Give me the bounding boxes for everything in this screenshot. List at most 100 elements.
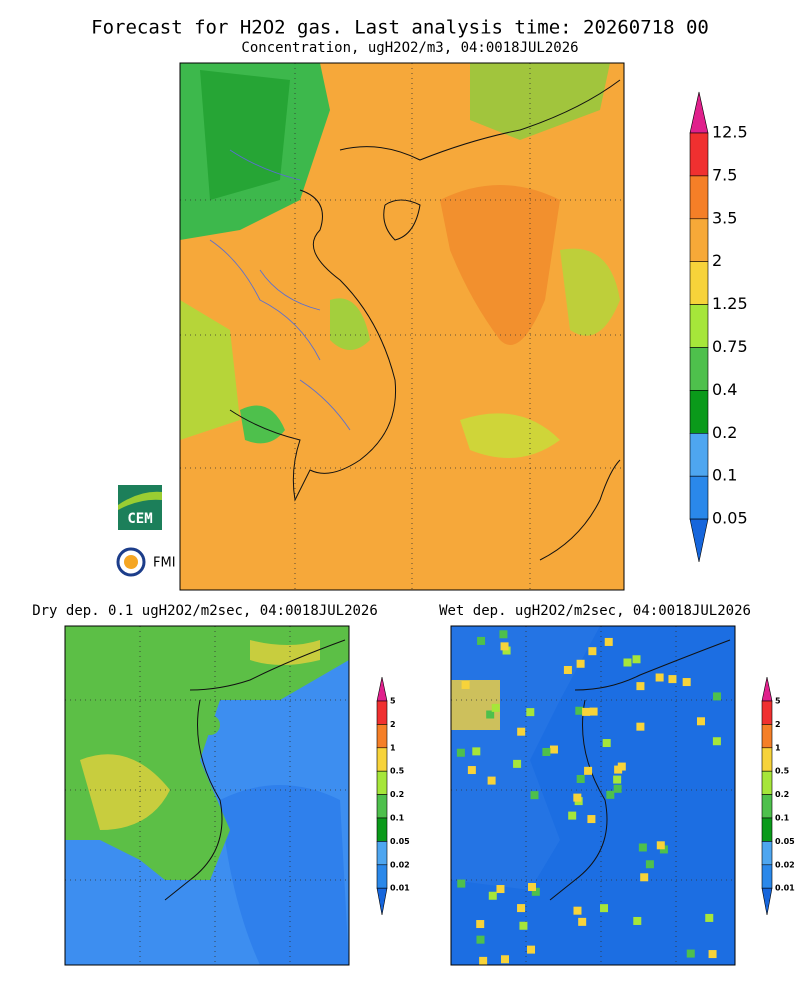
colorbar-segment [761, 770, 773, 795]
colorbar-label: 5 [775, 697, 781, 706]
colorbar-segment [376, 864, 388, 889]
wet-cell [476, 920, 485, 929]
wet-cell [617, 762, 626, 771]
colorbar: 5 2 1 0.5 0.2 0.1 0.05 0.02 0.01 [376, 676, 410, 916]
colorbar-segment [376, 770, 388, 795]
dry-map [65, 626, 349, 965]
wet-cell [686, 949, 695, 958]
colorbar-label: 0.01 [390, 884, 410, 893]
wet-cell [645, 860, 654, 869]
wet-cell [517, 727, 526, 736]
colorbar-label: 1.25 [712, 294, 748, 313]
title: Forecast for H2O2 gas. Last analysis tim… [91, 17, 709, 39]
colorbar-segment [689, 347, 709, 391]
wet-cell [527, 882, 536, 891]
colorbar-segment [689, 390, 709, 434]
wet-cell [576, 659, 585, 668]
wet-cell [636, 682, 645, 691]
colorbar-label: 0.2 [390, 790, 404, 799]
colorbar-segment [761, 700, 773, 725]
wet-cell [527, 945, 536, 954]
wet-cell [636, 722, 645, 731]
wet-cell [633, 916, 642, 925]
colorbar-label: 0.1 [712, 466, 737, 485]
main-map [180, 63, 624, 590]
wet-cell [613, 784, 622, 793]
colorbar-label: 0.4 [712, 380, 737, 399]
colorbar-segment [376, 817, 388, 842]
wet-cell [486, 710, 495, 719]
wet-cell [696, 717, 705, 726]
wet-cell [668, 675, 677, 684]
wet-cell [576, 774, 585, 783]
colorbar-segment [761, 747, 773, 772]
wet-cell [488, 891, 497, 900]
panel-title: Wet dep. ugH2O2/m2sec, 04:0018JUL2026 [439, 603, 751, 619]
wet-cell [461, 680, 470, 689]
wet-cell [479, 956, 488, 965]
map-frame [179, 62, 625, 591]
wet-cell [638, 843, 647, 852]
colorbar-segment [376, 700, 388, 725]
colorbar-segment [761, 841, 773, 866]
wet-cell [659, 845, 668, 854]
colorbar: 5 2 1 0.5 0.2 0.1 0.05 0.02 0.01 [761, 676, 795, 916]
colorbar-segment [376, 841, 388, 866]
wet-cell [457, 879, 466, 888]
colorbar-label: 0.5 [775, 767, 790, 776]
colorbar-segment [761, 817, 773, 842]
wet-cell [573, 906, 582, 915]
colorbar-segment [376, 724, 388, 749]
colorbar-label: 7.5 [712, 165, 737, 184]
colorbar-label: 0.05 [390, 837, 410, 846]
cem-logo: CEM [118, 485, 162, 530]
colorbar-end [376, 676, 388, 702]
colorbar-segment [689, 432, 709, 477]
colorbar-segment [689, 261, 709, 305]
wet-cell [491, 703, 500, 712]
wet-cell [656, 841, 665, 850]
map-frame [450, 625, 736, 966]
wet-cell [578, 917, 587, 926]
wet-cell [640, 873, 649, 882]
colorbar-end [689, 91, 709, 134]
colorbar-end [761, 676, 773, 702]
wet-cell [589, 707, 598, 716]
wet-cell [526, 708, 535, 717]
colorbar-label: 0.02 [390, 860, 410, 869]
colorbar-segment [761, 794, 773, 819]
wet-cell [476, 935, 485, 944]
wet-cell [502, 646, 511, 655]
wet-map [451, 626, 735, 965]
wet-cell [517, 904, 526, 913]
colorbar-label: 0.2 [712, 423, 737, 442]
wet-cell [713, 692, 722, 701]
colorbar-segment [761, 724, 773, 749]
panel-title: Dry dep. 0.1 ugH2O2/m2sec, 04:0018JUL202… [32, 603, 378, 619]
colorbar-label: 2 [390, 720, 396, 729]
wet-cell [472, 747, 481, 756]
colorbar-end [689, 518, 709, 563]
fmi-logo: FMI [116, 547, 176, 577]
wet-cell [682, 678, 691, 687]
wet-cell [575, 706, 584, 715]
colorbar-segment [761, 864, 773, 889]
colorbar-label: 0.05 [775, 837, 795, 846]
colorbar-segment [689, 218, 709, 263]
wet-cell [632, 655, 641, 664]
subtitle: Concentration, ugH2O2/m3, 04:0018JUL2026 [241, 40, 578, 56]
colorbar-segment [689, 304, 709, 348]
wet-cell [563, 665, 572, 674]
colorbar-label: 3.5 [712, 208, 737, 227]
wet-cell [602, 739, 611, 748]
colorbar-label: 0.75 [712, 337, 748, 356]
wet-cell [542, 747, 551, 756]
wet-cell [606, 790, 615, 799]
wet-cell [531, 887, 540, 896]
wet-cell [530, 791, 539, 800]
colorbar-segment [376, 747, 388, 772]
wet-cell [582, 707, 591, 716]
wet-cell [456, 748, 465, 757]
colorbar-label: 0.02 [775, 860, 795, 869]
